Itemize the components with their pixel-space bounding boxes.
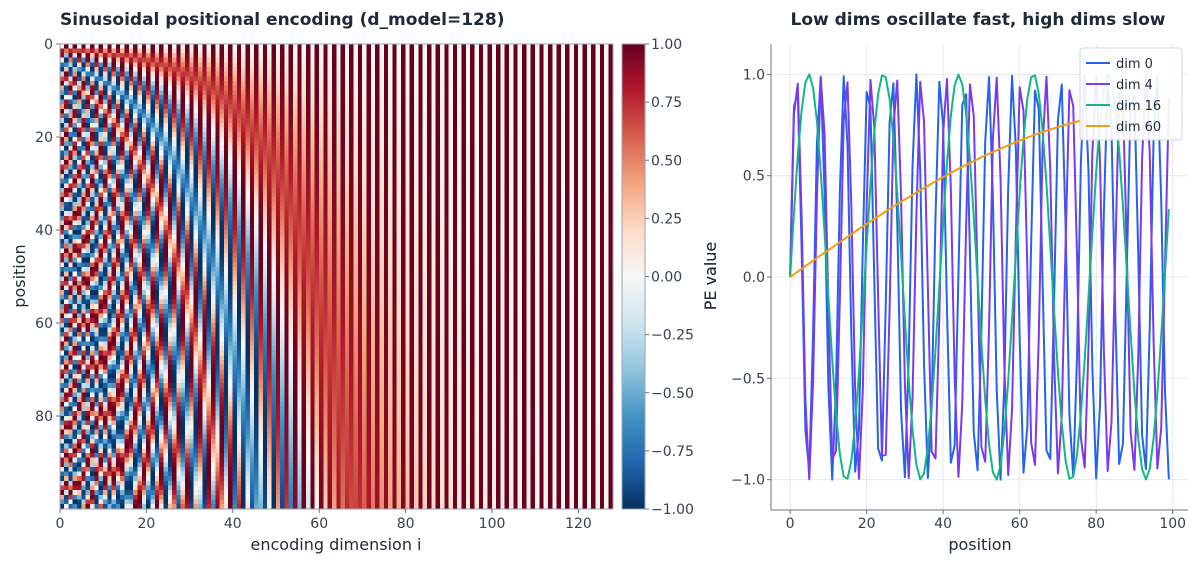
line-chart-y-tick-label: −0.5 [731,371,765,387]
legend-label: dim 60 [1116,120,1161,135]
heatmap-y-ticks: 0 20 40 60 80 [35,37,60,425]
line-chart-y-tick-label: 0.0 [743,270,765,286]
line-chart-x-ticks: 0 20 40 60 80 100 [786,510,1186,532]
line-chart-y-ticks: 1.0 0.5 0.0 −0.5 −1.0 [731,67,771,489]
colorbar-tick-label: −0.50 [651,386,694,402]
colorbar-tick-label: −0.75 [651,444,694,460]
colorbar: 1.00 0.75 0.50 0.25 0.00 −0.25 −0.50 −0.75 −1.00… [621,37,720,518]
line-chart-title: Low dims oscillate fast, high dims slow [791,10,1166,30]
heatmap-chart: Sinusoidal positional encoding (d_model=… [10,10,614,554]
heatmap-x-tick-label: 0 [56,516,65,532]
legend-label: dim 4 [1116,78,1153,93]
heatmap-y-tick-label: 60 [35,316,53,332]
legend-label: dim 16 [1116,99,1161,114]
line-chart-x-label: position [948,535,1011,554]
heatmap-frame [59,43,614,510]
colorbar-tick-label: 0.50 [651,153,682,169]
line-chart-x-tick-label: 80 [1087,516,1105,532]
line-chart: Low dims oscillate fast, high dims slow … [701,10,1188,554]
colorbar-tick-label: 0.75 [651,95,682,111]
line-chart-x-tick-label: 60 [1011,516,1029,532]
line-chart-x-tick-label: 0 [786,516,795,532]
heatmap-y-label: position [10,244,29,307]
colorbar-tick-label: −1.00 [651,502,694,518]
colorbar-tick-label: −0.25 [651,328,694,344]
line-chart-y-tick-label: −1.0 [731,473,765,489]
legend-label: dim 0 [1116,57,1153,72]
heatmap-x-tick-label: 80 [397,516,415,532]
heatmap-x-label: encoding dimension i [251,535,422,554]
line-chart-x-tick-label: 100 [1159,516,1186,532]
heatmap-y-tick-label: 20 [35,130,53,146]
colorbar-tick-label: 0.00 [651,270,682,286]
colorbar-gradient [621,43,646,510]
colorbar-tick-label: 0.25 [651,211,682,227]
colorbar-ticks: 1.00 0.75 0.50 0.25 0.00 −0.25 −0.50 −0.75 −1.00 [645,37,694,518]
heatmap-y-tick-label: 80 [35,409,53,425]
line-chart-x-tick-label: 40 [934,516,952,532]
line-chart-legend: dim 0 dim 4 dim 16 dim 60 [1079,47,1183,141]
heatmap-title: Sinusoidal positional encoding (d_model=… [60,10,504,30]
line-chart-y-label: PE value [701,242,720,311]
legend-box [1079,47,1183,141]
heatmap-x-tick-label: 100 [479,516,506,532]
heatmap-x-tick-label: 120 [565,516,592,532]
heatmap-x-tick-label: 60 [310,516,328,532]
heatmap-x-tick-label: 20 [137,516,155,532]
heatmap-cells [60,44,613,509]
line-chart-y-tick-label: 0.5 [743,169,765,185]
series-line-dim-4 [789,74,1170,481]
heatmap-y-tick-label: 40 [35,223,53,239]
colorbar-label: PE value [701,242,720,311]
heatmap-x-tick-label: 40 [224,516,242,532]
line-chart-x-tick-label: 20 [858,516,876,532]
line-chart-y-tick-label: 1.0 [743,67,765,83]
heatmap-image [60,44,613,509]
heatmap-x-ticks: 0 20 40 60 80 100 120 [56,509,592,532]
colorbar-tick-label: 1.00 [651,37,682,53]
heatmap-y-tick-label: 0 [44,37,53,53]
